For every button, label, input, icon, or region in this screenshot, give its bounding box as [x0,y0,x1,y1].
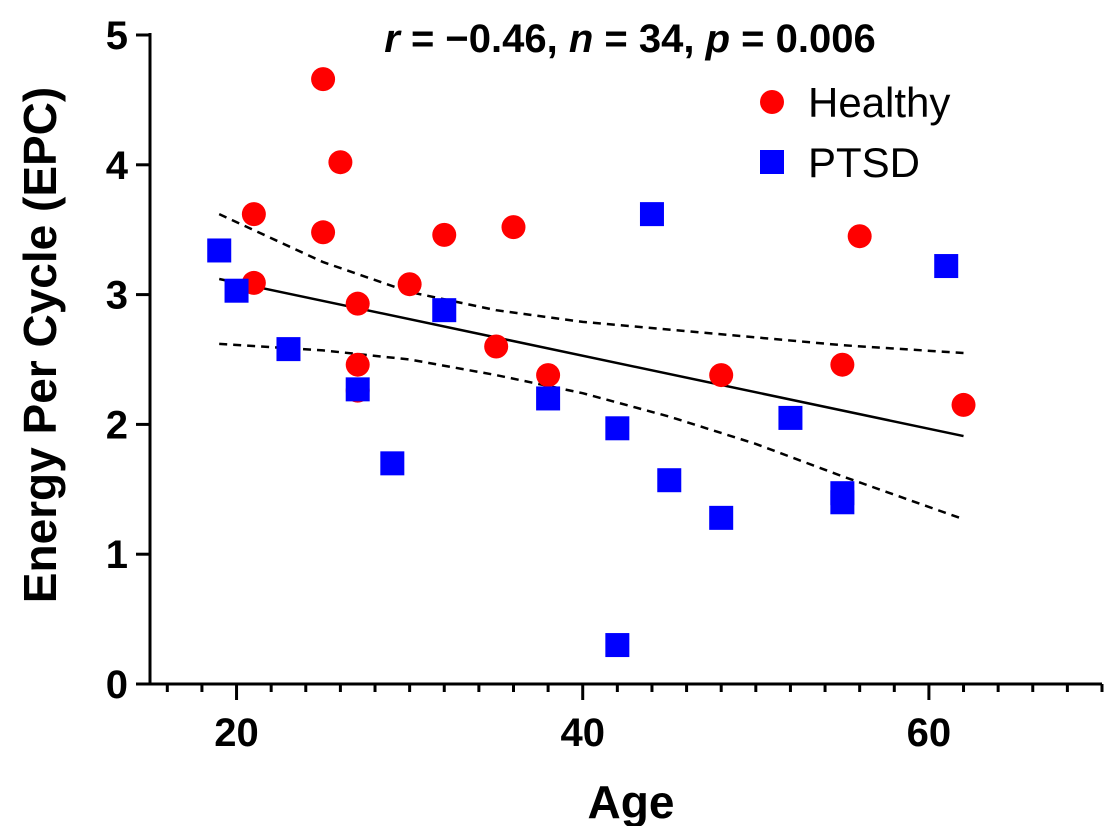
ptsd-point [934,254,959,279]
plot-area: 0 1 2 3 4 5 20 40 60 [106,14,1104,755]
p-value: = 0.006 [730,17,876,61]
healthy-point [328,150,353,175]
healthy-point [345,291,370,316]
ptsd-point [830,490,855,515]
ptsd-point [657,468,682,493]
ptsd-point [709,505,734,530]
y-tick-label: 5 [106,14,128,58]
regression-line [218,277,964,438]
x-tick-label: 20 [214,711,259,755]
ptsd-point [778,405,803,430]
legend-healthy-marker [760,90,784,114]
ptsd-point [639,202,664,227]
healthy-point [709,363,734,388]
healthy-point [830,352,855,377]
healthy-point [241,202,266,227]
ptsd-point [605,416,630,441]
healthy-point [951,392,976,417]
healthy-point [484,334,509,359]
healthy-point [397,272,422,297]
healthy-point [536,363,561,388]
x-tick-label: 40 [560,711,605,755]
x-tick-label: 60 [907,711,952,755]
r-value: = −0.46, [400,17,569,61]
ptsd-point [605,633,630,658]
ptsd-point [276,337,301,362]
y-axis-title: Energy Per Cycle (EPC) [14,87,66,603]
healthy-point [501,215,526,240]
ptsd-point [380,451,405,476]
legend-ptsd-label: PTSD [808,139,920,186]
legend-healthy-label: Healthy [808,79,950,126]
healthy-point [847,224,872,249]
y-tick-label: 4 [106,144,129,188]
legend-ptsd-marker [760,150,784,174]
y-tick-label: 2 [106,403,128,447]
n-value: = 34, [593,17,705,61]
x-axis-title: Age [588,776,675,826]
y-tick-label: 0 [106,663,128,707]
ptsd-point [345,377,370,402]
ci-lower-line [219,342,964,521]
ptsd-point [224,278,249,303]
ptsd-point [536,386,561,411]
healthy-point [311,220,336,245]
p-symbol: p [705,17,730,61]
correlation-annotation: r = −0.46, n = 34, p = 0.006 [384,17,875,61]
healthy-point [311,67,336,92]
legend: Healthy PTSD [760,79,950,186]
r-symbol: r [384,17,402,61]
healthy-point [345,352,370,377]
n-symbol: n [569,17,593,61]
ci-upper-line [218,212,964,355]
healthy-point [432,222,457,247]
y-tick-label: 3 [106,274,128,318]
ptsd-point [432,298,457,323]
y-tick-label: 1 [106,533,128,577]
ptsd-point [207,238,232,263]
